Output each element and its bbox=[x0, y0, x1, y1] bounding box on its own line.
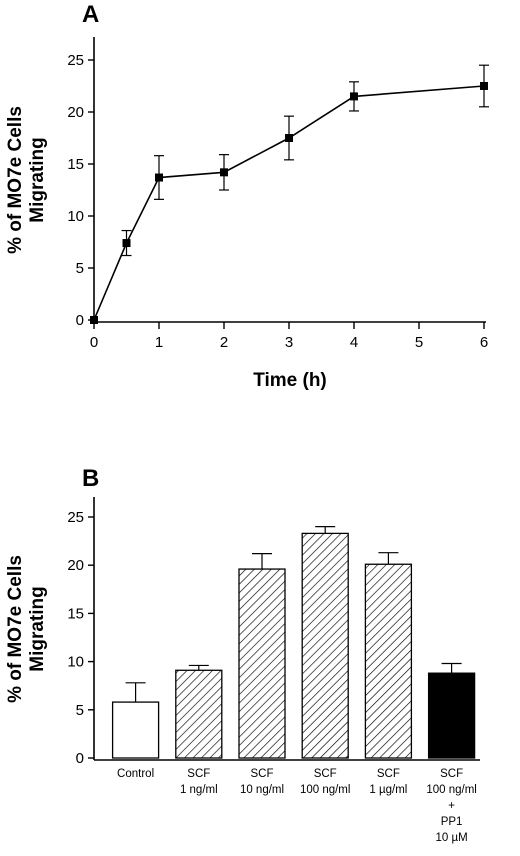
panel-a-label: A bbox=[82, 1, 99, 28]
panel-a-y-tick-label: 10 bbox=[67, 208, 84, 225]
panel-b-y-tick-label: 0 bbox=[76, 750, 84, 767]
panel-b-category-label: SCF 100 ng/ml bbox=[300, 768, 351, 796]
panel-a-data-point bbox=[90, 316, 98, 324]
panel-a-data-point bbox=[480, 82, 488, 90]
panel-a-x-tick-label: 2 bbox=[220, 334, 228, 351]
panel-b-y-tick-label: 5 bbox=[76, 702, 84, 719]
panel-b-bar bbox=[111, 701, 160, 759]
panel-b-bar bbox=[238, 568, 286, 759]
panel-b-category-label-line: 10 µM bbox=[435, 832, 467, 844]
panel-b-category-label-line: 100 ng/ml bbox=[426, 784, 477, 796]
panel-b-bar bbox=[175, 669, 223, 759]
panel-b-category-label-line: SCF bbox=[187, 768, 210, 780]
panel-a-x-tick-label: 6 bbox=[480, 334, 488, 351]
panel-b-y-tick-label: 25 bbox=[67, 509, 84, 526]
panel-b-category-label-line: SCF bbox=[440, 768, 463, 780]
panel-b-bar bbox=[301, 532, 349, 759]
panel-a-y-tick-label: 20 bbox=[67, 104, 84, 121]
panel-b-label: B bbox=[82, 465, 99, 492]
panel-b-y-tick-label: 10 bbox=[67, 654, 84, 671]
panel-a-data-point bbox=[122, 239, 131, 248]
panel-b-category-label-line: Control bbox=[117, 768, 154, 780]
panel-a-y-axis-title-line2: Migrating bbox=[27, 137, 48, 223]
panel-b-y-tick-label: 15 bbox=[67, 605, 84, 622]
panel-a-x-axis-title: Time (h) bbox=[253, 370, 327, 391]
panel-a-y-tick-label: 0 bbox=[76, 312, 84, 329]
panel-b-category-label-line: SCF bbox=[377, 768, 400, 780]
panel-b-y-axis-title: % of MO7e Cells Migrating bbox=[5, 555, 48, 703]
panel-b-category-label-line: SCF bbox=[314, 768, 337, 780]
panel-b-category-label: Control bbox=[117, 768, 154, 780]
panel-b-category-label-line: SCF bbox=[251, 768, 274, 780]
panel-b: B % of MO7e Cells Migrating 0 5 10 15 20 25 C… bbox=[5, 465, 480, 844]
panel-b-category-label: SCF 100 ng/ml + PP1 10 µM bbox=[426, 768, 477, 844]
panel-a-x-tick-label: 0 bbox=[90, 334, 98, 351]
panel-a-y-axis-title: % of MO7e Cells Migrating bbox=[5, 106, 48, 254]
panel-a-data-point bbox=[220, 168, 228, 177]
panel-a-y-axis-title-line1: % of MO7e Cells bbox=[5, 106, 26, 254]
panel-a-x-tick-label: 5 bbox=[415, 334, 423, 351]
panel-b-bar bbox=[427, 672, 476, 759]
panel-a-data-point bbox=[155, 173, 163, 182]
panel-b-category-label: SCF 1 µg/ml bbox=[369, 768, 407, 796]
panel-a-data-point bbox=[350, 92, 358, 101]
panel-a-y-tick-label: 5 bbox=[76, 260, 84, 277]
panel-a-x-tick-label: 3 bbox=[285, 334, 293, 351]
panel-b-category-label-line: 1 ng/ml bbox=[180, 784, 218, 796]
panel-b-category-label-line: + bbox=[448, 800, 455, 812]
panel-b-category-label: SCF 10 ng/ml bbox=[240, 768, 284, 796]
panel-b-y-tick-label: 20 bbox=[67, 557, 84, 574]
panel-a-y-tick-label: 15 bbox=[67, 156, 84, 173]
panel-a-x-tick-label: 1 bbox=[155, 334, 163, 351]
panel-a-x-tick-label: 4 bbox=[350, 334, 358, 351]
panel-b-y-axis-title-line2: Migrating bbox=[27, 586, 48, 672]
panel-b-category-label-line: PP1 bbox=[441, 816, 463, 828]
panel-b-category-label: SCF 1 ng/ml bbox=[180, 768, 218, 796]
panel-b-category-label-line: 100 ng/ml bbox=[300, 784, 351, 796]
panel-b-category-label-line: 1 µg/ml bbox=[369, 784, 407, 796]
panel-a-y-tick-label: 25 bbox=[67, 52, 84, 69]
panel-b-bar bbox=[364, 563, 413, 759]
panel-b-y-axis-title-line1: % of MO7e Cells bbox=[5, 555, 26, 703]
panel-b-category-label-line: 10 ng/ml bbox=[240, 784, 284, 796]
panel-a-data-point bbox=[285, 134, 293, 142]
